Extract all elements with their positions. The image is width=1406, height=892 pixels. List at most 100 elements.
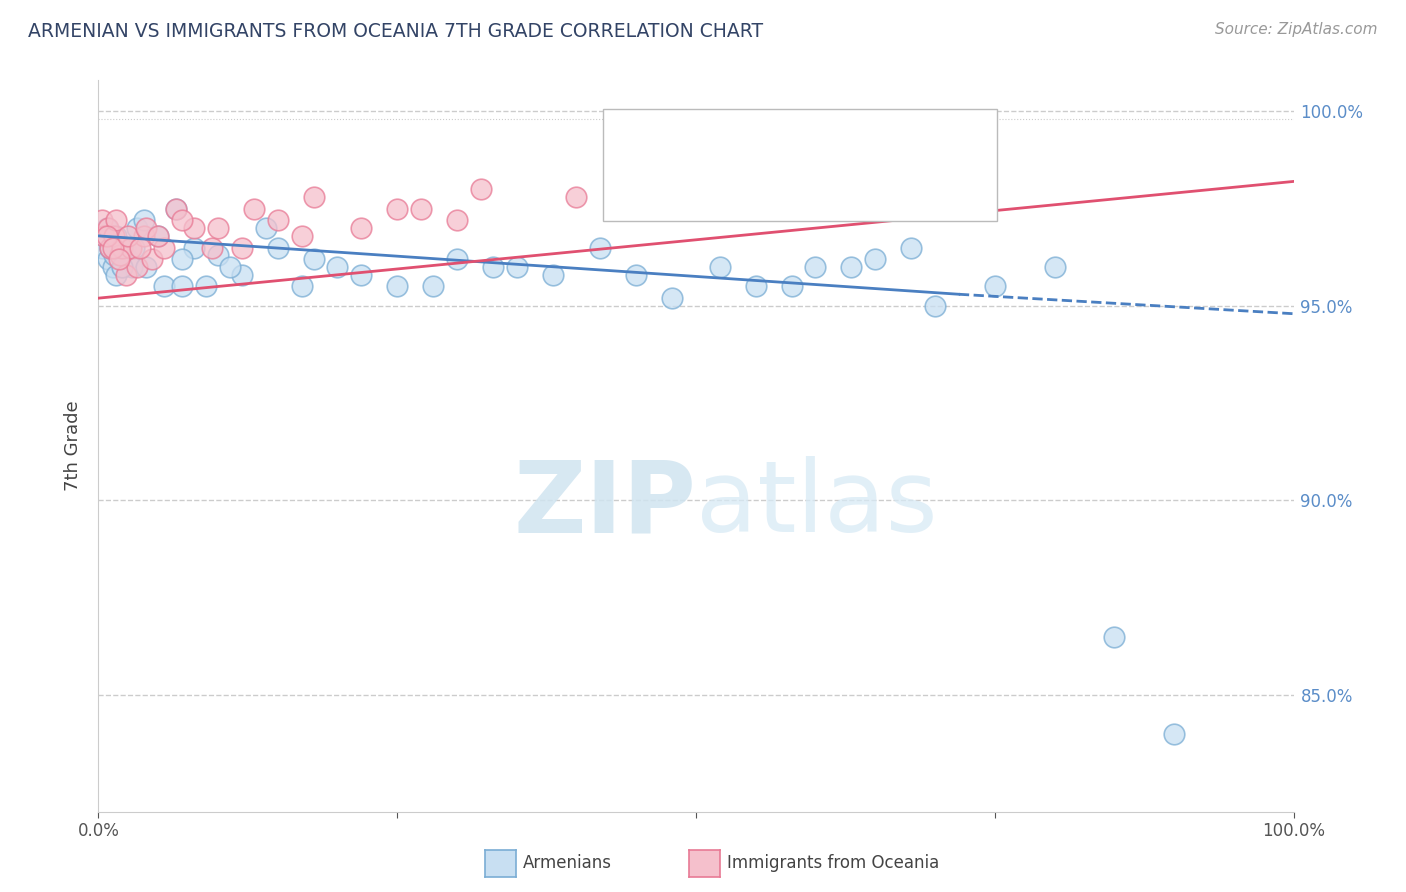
Point [446,252,468,267]
Point [124,241,146,255]
Point [267,241,290,255]
Point [165,202,187,216]
Point [350,221,373,235]
Text: R =: R = [673,133,713,151]
Point [165,202,187,216]
Point [172,213,194,227]
Point [103,228,125,243]
Point [97,252,120,267]
Point [626,268,648,282]
Point [1102,630,1125,644]
Point [91,213,114,227]
Point [243,202,266,216]
Point [153,241,176,255]
Point [194,279,218,293]
Point [105,213,128,227]
Point [290,228,312,243]
Point [207,221,229,235]
Point [172,252,194,267]
Point [141,252,163,267]
Point [863,252,887,267]
Point [91,241,114,255]
Point [93,228,115,243]
Point [108,248,131,262]
Point [121,260,143,274]
Point [350,268,373,282]
Point [98,241,122,255]
Text: ZIP: ZIP [513,456,696,553]
Point [111,241,134,255]
Text: 0.317: 0.317 [723,169,779,186]
Point [101,260,124,274]
Point [125,260,148,274]
Point [900,241,922,255]
Point [565,190,588,204]
Point [105,268,128,282]
Point [115,268,138,282]
Point [506,260,529,274]
Point [290,279,312,293]
Text: R =: R = [673,169,718,186]
Point [422,279,444,293]
Point [129,241,152,255]
Point [135,221,157,235]
Point [326,260,349,274]
Point [541,268,564,282]
Point [107,241,129,255]
Point [98,241,122,255]
Point [231,241,253,255]
Point [111,260,134,274]
Point [804,260,827,274]
Text: Armenians: Armenians [523,855,612,872]
Point [446,213,468,227]
Point [302,190,325,204]
Point [111,260,134,274]
Point [183,221,205,235]
Text: Immigrants from Oceania: Immigrants from Oceania [727,855,939,872]
Point [172,279,194,293]
Point [135,260,157,274]
Y-axis label: 7th Grade: 7th Grade [65,401,83,491]
Point [745,279,768,293]
Point [481,260,505,274]
Point [101,241,124,255]
Point [148,228,170,243]
Point [924,299,946,313]
Text: N = 37: N = 37 [793,169,856,186]
Point [984,279,1007,293]
Point [254,221,277,235]
Point [709,260,731,274]
Point [125,221,148,235]
Point [231,268,253,282]
Text: Source: ZipAtlas.com: Source: ZipAtlas.com [1215,22,1378,37]
Text: ARMENIAN VS IMMIGRANTS FROM OCEANIA 7TH GRADE CORRELATION CHART: ARMENIAN VS IMMIGRANTS FROM OCEANIA 7TH … [28,22,763,41]
Point [96,221,118,235]
Point [114,241,136,255]
Point [470,182,492,196]
Point [267,213,290,227]
Point [411,202,433,216]
Point [103,248,125,262]
Point [97,221,120,235]
Point [98,241,122,255]
Point [589,241,612,255]
Point [93,228,115,243]
Point [117,228,139,243]
Point [780,279,803,293]
Point [132,213,155,227]
Point [148,228,170,243]
Text: atlas: atlas [696,456,938,553]
Text: N = 57: N = 57 [793,133,856,151]
Point [841,260,863,274]
Point [201,241,224,255]
Point [1163,727,1185,741]
Point [120,241,142,255]
Point [132,228,155,243]
Point [107,252,129,267]
Point [661,291,683,305]
Text: -0.068: -0.068 [723,133,787,151]
Point [385,202,409,216]
Point [105,228,128,243]
Point [96,228,118,243]
Point [117,252,139,267]
